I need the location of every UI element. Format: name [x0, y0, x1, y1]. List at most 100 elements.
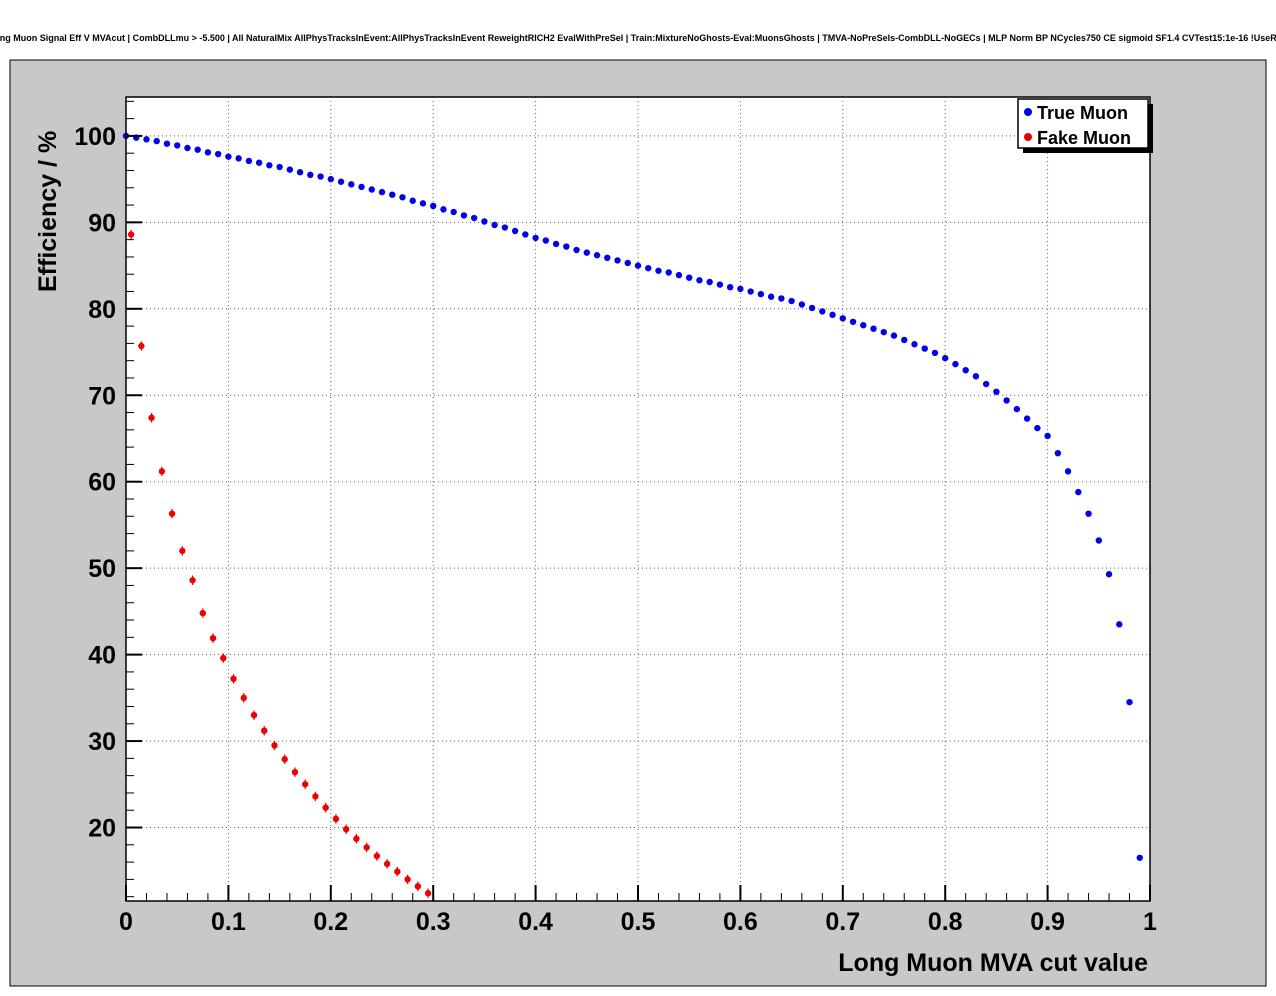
data-point — [675, 271, 683, 279]
data-point — [481, 218, 488, 225]
data-point — [225, 153, 232, 160]
x-tick-label: 0.6 — [723, 908, 758, 936]
data-point — [1013, 405, 1021, 413]
data-point — [271, 742, 278, 749]
y-tick-label: 50 — [88, 555, 116, 583]
data-point — [952, 360, 959, 368]
data-point — [214, 150, 222, 158]
x-tick-label: 0.9 — [1030, 908, 1065, 936]
data-point — [696, 277, 703, 284]
data-point — [332, 815, 340, 823]
data-point — [389, 191, 396, 198]
data-point — [747, 288, 754, 295]
y-tick-label: 60 — [88, 469, 116, 497]
data-point — [168, 510, 176, 517]
data-point — [266, 162, 273, 169]
data-point — [291, 768, 299, 776]
data-point — [542, 237, 550, 244]
data-point — [911, 341, 918, 348]
data-point — [665, 269, 672, 276]
data-point — [204, 149, 212, 156]
data-point — [189, 577, 196, 584]
data-point — [240, 694, 247, 702]
data-point — [1044, 432, 1051, 440]
data-point — [383, 860, 391, 868]
data-point — [860, 322, 867, 329]
data-point — [307, 171, 314, 179]
data-point — [942, 354, 949, 362]
data-point — [972, 373, 980, 380]
y-tick-label: 30 — [88, 728, 116, 756]
data-point — [788, 297, 795, 305]
y-tick-label: 40 — [88, 642, 116, 670]
data-point — [194, 146, 201, 153]
data-point — [460, 212, 468, 219]
data-point — [593, 252, 601, 259]
data-point — [348, 181, 355, 188]
data-point — [686, 274, 693, 281]
data-point — [1116, 621, 1123, 628]
data-point — [138, 342, 145, 350]
x-tick-label: 0 — [119, 908, 133, 936]
data-point — [511, 227, 519, 235]
legend-marker-fake-muon — [1024, 133, 1032, 141]
data-point — [716, 281, 724, 288]
y-axis-title: Efficiency / % — [34, 131, 62, 292]
data-point — [1126, 698, 1133, 706]
data-point — [491, 221, 498, 229]
tick-labels: 0 0.1 0.2 0.3 0.4 0.5 0.6 0.7 0.8 0.9 1 20 30 40 50 60 7… — [74, 123, 1157, 936]
data-point — [404, 876, 411, 883]
data-point — [235, 155, 242, 162]
data-point — [655, 267, 662, 274]
data-point — [1075, 488, 1082, 496]
data-point — [450, 208, 457, 216]
data-point — [302, 781, 309, 788]
data-point — [286, 166, 294, 173]
data-point — [532, 234, 539, 242]
legend-label-true-muon: True Muon — [1037, 103, 1128, 123]
data-point — [962, 366, 969, 374]
data-point — [440, 206, 447, 213]
data-point — [583, 249, 590, 256]
data-point — [921, 345, 928, 352]
data-point — [143, 136, 150, 143]
data-point — [1003, 397, 1010, 404]
data-point — [1136, 854, 1143, 861]
data-point — [522, 231, 529, 238]
data-point — [1023, 415, 1031, 422]
data-point — [220, 654, 227, 662]
data-point — [880, 328, 887, 336]
data-point — [281, 756, 288, 763]
legend-marker-true-muon — [1024, 108, 1032, 116]
data-point — [245, 157, 253, 165]
data-point — [778, 295, 785, 302]
data-point — [993, 388, 1000, 395]
data-point — [470, 214, 478, 222]
data-point — [368, 186, 375, 193]
data-point — [839, 315, 846, 322]
data-point — [624, 259, 631, 267]
data-point — [1064, 468, 1072, 475]
data-point — [757, 290, 765, 298]
data-point — [890, 332, 898, 339]
x-axis-title: Long Muon MVA cut value — [838, 949, 1148, 977]
data-point — [849, 318, 857, 325]
data-point — [737, 285, 744, 293]
data-point — [184, 144, 191, 152]
data-point — [312, 793, 319, 800]
x-tick-label: 0.5 — [621, 908, 656, 936]
data-point — [179, 547, 186, 555]
legend-label-fake-muon: Fake Muon — [1037, 128, 1131, 148]
y-tick-label: 90 — [88, 209, 116, 237]
data-point — [209, 634, 217, 642]
data-point — [767, 293, 775, 300]
data-point — [163, 140, 171, 147]
data-point — [378, 188, 386, 196]
legend[interactable]: True Muon Fake Muon — [1017, 98, 1153, 153]
data-point — [342, 826, 350, 833]
data-point — [363, 844, 370, 851]
data-point — [829, 311, 836, 319]
data-point — [250, 711, 258, 719]
x-tick-label: 0.7 — [825, 908, 860, 936]
